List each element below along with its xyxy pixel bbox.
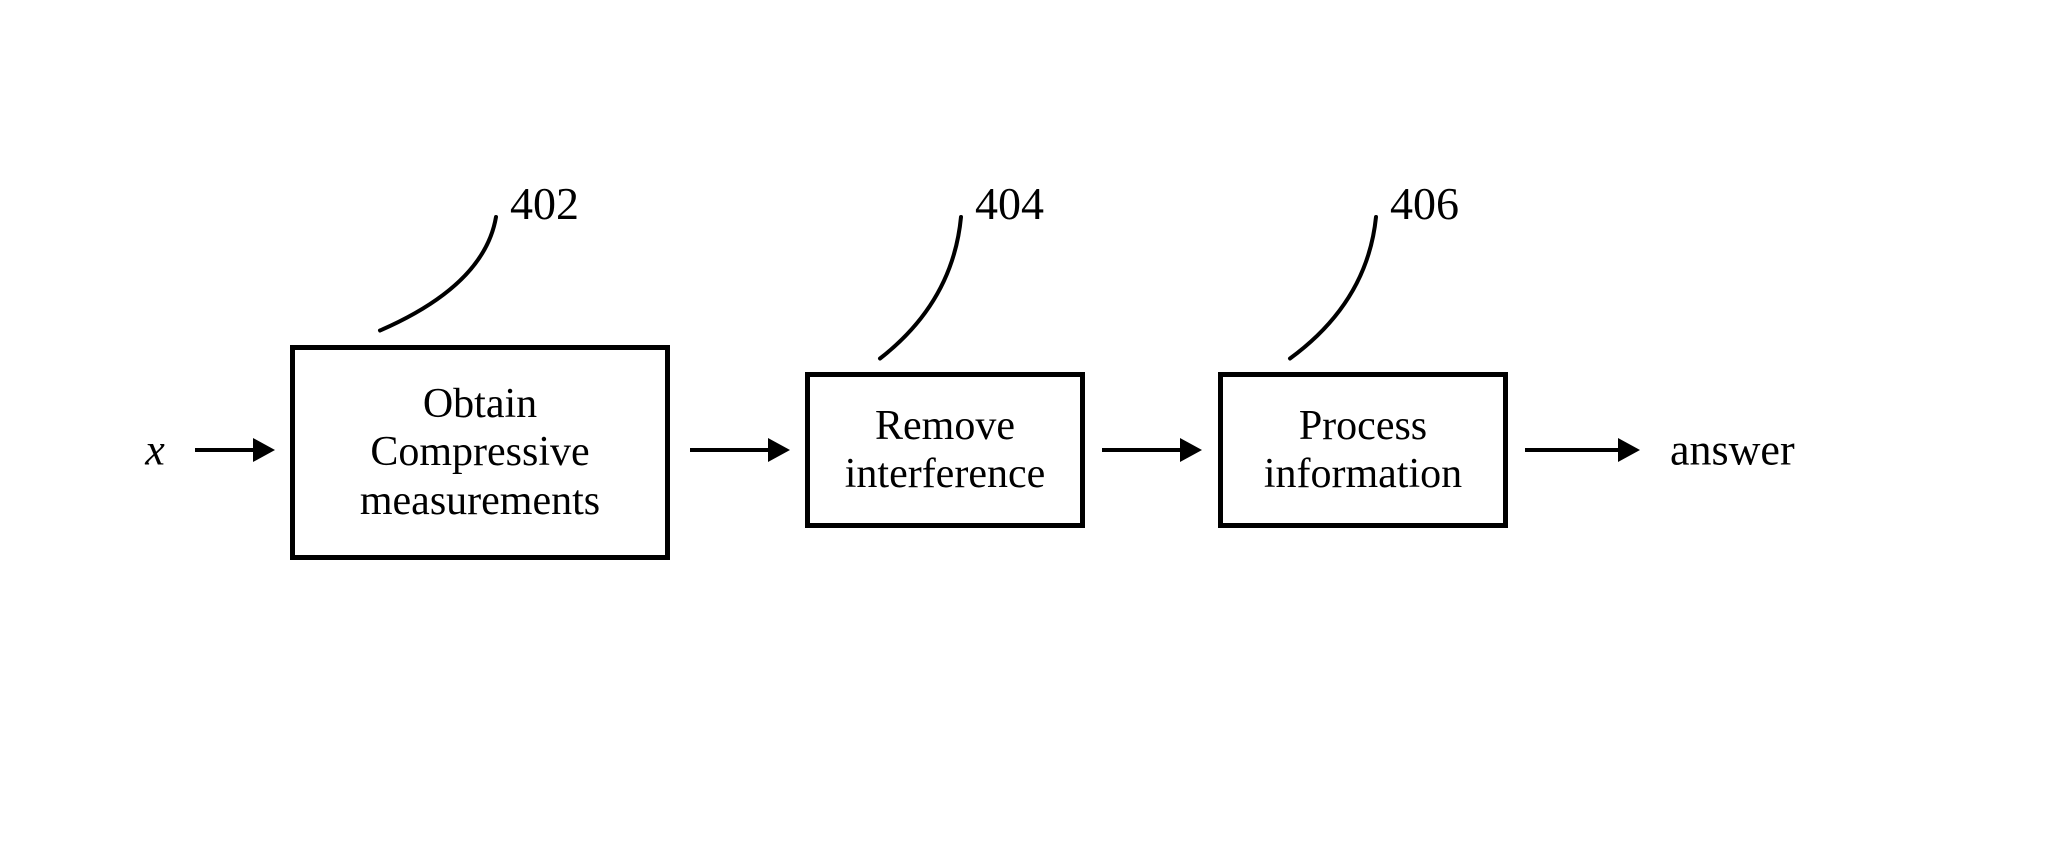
arrow-input-to-box1: [195, 448, 253, 452]
output-label: answer: [1670, 425, 1795, 476]
arrow-box3-to-output: [1525, 448, 1618, 452]
input-label: x: [145, 425, 165, 476]
leader-402: [370, 207, 506, 341]
box3-line2: information: [1264, 450, 1462, 498]
box3-line1: Process: [1299, 402, 1427, 450]
arrow-box1-to-box2: [690, 448, 768, 452]
box2-line1: Remove: [875, 402, 1015, 450]
leader-404: [870, 207, 971, 369]
box-remove-interference: Remove interference: [805, 372, 1085, 528]
box1-line2: Compressive: [370, 428, 589, 476]
box2-line2: interference: [845, 450, 1046, 498]
ref-406: 406: [1390, 177, 1459, 230]
flow-diagram: { "input_label": "x", "output_label": "a…: [0, 0, 2046, 845]
ref-402: 402: [510, 177, 579, 230]
leader-406: [1280, 207, 1386, 369]
ref-404: 404: [975, 177, 1044, 230]
box-process-information: Process information: [1218, 372, 1508, 528]
arrow-box2-to-box3: [1102, 448, 1180, 452]
box1-line1: Obtain: [423, 380, 537, 428]
box-obtain-compressive-measurements: Obtain Compressive measurements: [290, 345, 670, 560]
box1-line3: measurements: [360, 477, 600, 525]
